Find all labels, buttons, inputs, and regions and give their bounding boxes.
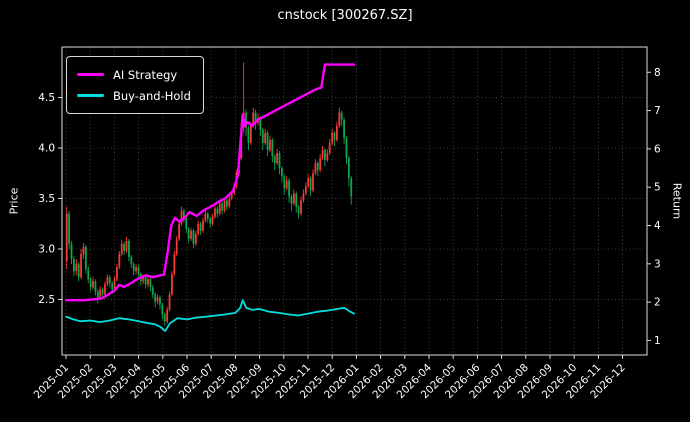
legend-item-ai-strategy: AI Strategy <box>77 64 191 85</box>
plot-border <box>61 46 648 356</box>
return-tick-label: 4 <box>654 220 661 232</box>
buy-and-hold-line-swatch <box>77 93 104 98</box>
ai-strategy-line-swatch <box>77 72 104 77</box>
price-tick-label: 3.5 <box>38 193 55 205</box>
grid <box>62 47 647 355</box>
legend: AI Strategy Buy-and-Hold <box>66 56 204 114</box>
chart-title: cnstock [300267.SZ] <box>277 8 413 23</box>
axis-ticks: 2.53.03.54.04.5123456782025-012025-02202… <box>32 67 661 401</box>
price-tick-label: 3.0 <box>38 243 55 255</box>
ai-strategy-line <box>64 63 356 302</box>
return-tick-label: 6 <box>654 143 661 155</box>
return-tick-label: 3 <box>654 258 661 270</box>
price-tick-label: 4.0 <box>38 142 55 154</box>
return-tick-label: 1 <box>654 335 661 347</box>
return-tick-label: 2 <box>654 297 661 309</box>
price-tick-label: 4.5 <box>38 92 55 104</box>
legend-item-buy-and-hold: Buy-and-Hold <box>77 85 191 106</box>
buy-and-hold-line <box>65 299 355 332</box>
price-tick-label: 2.5 <box>38 294 55 306</box>
return-tick-label: 8 <box>654 67 661 79</box>
return-tick-label: 7 <box>654 105 661 117</box>
legend-label: AI Strategy <box>113 67 178 82</box>
return-tick-label: 5 <box>654 182 661 194</box>
legend-label: Buy-and-Hold <box>113 88 191 103</box>
